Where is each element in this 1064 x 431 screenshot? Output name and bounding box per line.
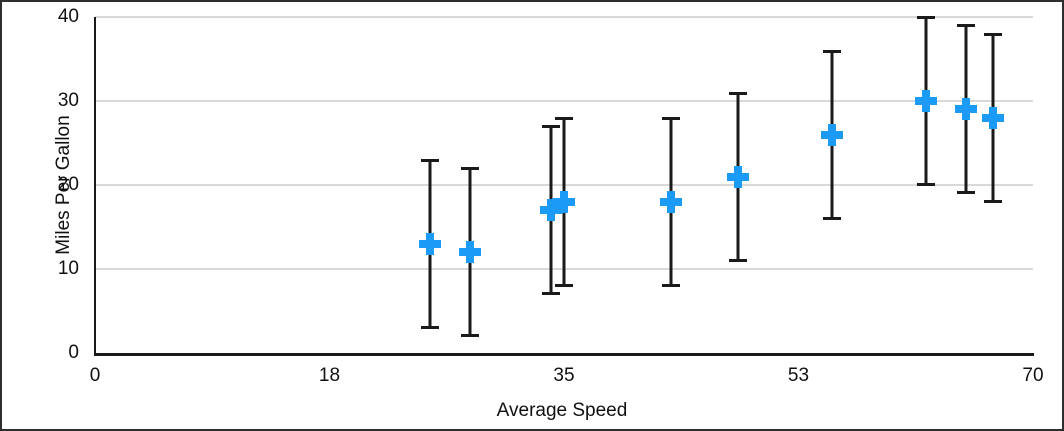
- data-point-marker: [914, 90, 937, 112]
- marker-vertical-arm: [426, 232, 434, 255]
- marker-vertical-arm: [560, 190, 568, 213]
- error-bar-bottom-cap: [823, 216, 841, 220]
- error-bar-bottom-cap: [957, 191, 975, 195]
- marker-vertical-arm: [962, 98, 970, 121]
- error-bar-bottom-cap: [461, 334, 480, 338]
- x-tick-label: 35: [553, 365, 575, 386]
- data-point-marker: [539, 199, 562, 222]
- y-tick-label: 20: [57, 174, 79, 195]
- data-point-marker: [660, 190, 683, 213]
- error-bar-bottom-cap: [729, 258, 748, 262]
- error-bar-bottom-cap: [916, 183, 935, 186]
- y-tick-label: 10: [57, 258, 79, 279]
- marker-vertical-arm: [988, 106, 997, 129]
- y-tick-label: 30: [57, 90, 79, 111]
- error-bar-top-cap: [983, 32, 1002, 36]
- marker-vertical-arm: [546, 199, 555, 222]
- y-gridline: [95, 100, 1033, 102]
- error-bar-top-cap: [916, 16, 935, 19]
- x-tick-label: 0: [89, 365, 101, 386]
- x-tick-label: 53: [787, 365, 810, 386]
- error-bar-bottom-cap: [541, 292, 560, 296]
- error-bar-top-cap: [421, 158, 439, 162]
- error-bar-top-cap: [541, 125, 560, 129]
- marker-vertical-arm: [667, 190, 676, 213]
- error-bar-bottom-cap: [421, 325, 439, 329]
- error-bar-bottom-cap: [662, 283, 681, 287]
- marker-vertical-arm: [466, 241, 475, 264]
- error-bar-bottom-cap: [555, 283, 573, 287]
- x-tick-label: 18: [318, 365, 341, 386]
- data-point-marker: [821, 123, 843, 146]
- y-tick-label: 0: [68, 342, 79, 363]
- y-axis-line: [94, 17, 96, 355]
- data-point-marker: [981, 106, 1004, 129]
- marker-vertical-arm: [828, 123, 836, 146]
- error-bar-top-cap: [461, 167, 480, 171]
- error-bar-bottom-cap: [983, 199, 1002, 203]
- error-bar-top-cap: [957, 24, 975, 28]
- y-tick-label: 40: [57, 6, 79, 27]
- error-bar-top-cap: [555, 116, 573, 120]
- x-axis-line: [94, 353, 1034, 356]
- error-bar-top-cap: [662, 116, 681, 120]
- data-point-marker: [727, 165, 750, 188]
- data-point-marker: [553, 190, 575, 213]
- x-axis-title: Average Speed: [496, 400, 628, 421]
- error-bar-top-cap: [823, 49, 841, 53]
- marker-vertical-arm: [734, 165, 743, 188]
- marker-vertical-arm: [921, 90, 930, 112]
- error-bar-top-cap: [729, 91, 748, 95]
- data-point-marker: [955, 98, 977, 121]
- data-point-marker: [459, 241, 482, 264]
- data-point-marker: [419, 232, 441, 255]
- y-gridline: [95, 16, 1033, 18]
- x-tick-label: 70: [1022, 365, 1044, 386]
